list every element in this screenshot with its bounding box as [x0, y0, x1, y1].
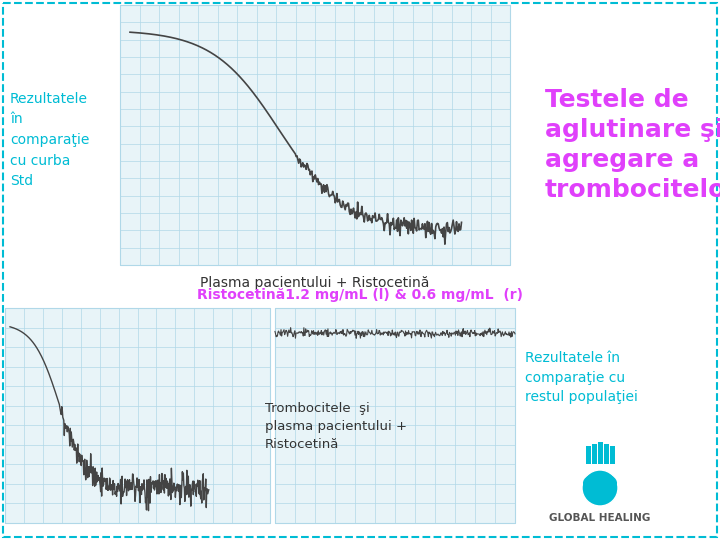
- Bar: [610, 446, 614, 464]
- Bar: [585, 446, 590, 464]
- Bar: [275, 308, 515, 523]
- Text: Rezultatele
în
comparaţie
cu curba
Std: Rezultatele în comparaţie cu curba Std: [10, 92, 89, 188]
- Ellipse shape: [583, 473, 617, 493]
- Bar: [603, 444, 608, 464]
- Text: Rezultatele în
comparaţie cu
restul populaţiei: Rezultatele în comparaţie cu restul popu…: [525, 352, 638, 404]
- Text: Plasma pacientului + Ristocetină: Plasma pacientului + Ristocetină: [200, 276, 430, 290]
- Bar: [598, 442, 603, 464]
- Text: GLOBAL HEALING: GLOBAL HEALING: [549, 513, 651, 523]
- Bar: [592, 444, 596, 464]
- Text: Trombocitele  şi
plasma pacientului +
Ristocetină: Trombocitele şi plasma pacientului + Ris…: [265, 402, 407, 451]
- Text: Testele de
aglutinare şi
agregare a
trombocitelor: Testele de aglutinare şi agregare a trom…: [545, 89, 720, 201]
- Text: Ristocetină1.2 mg/mL (l) & 0.6 mg/mL  (r): Ristocetină1.2 mg/mL (l) & 0.6 mg/mL (r): [197, 288, 523, 302]
- Bar: [120, 5, 510, 265]
- Circle shape: [582, 470, 618, 506]
- Bar: [5, 308, 270, 523]
